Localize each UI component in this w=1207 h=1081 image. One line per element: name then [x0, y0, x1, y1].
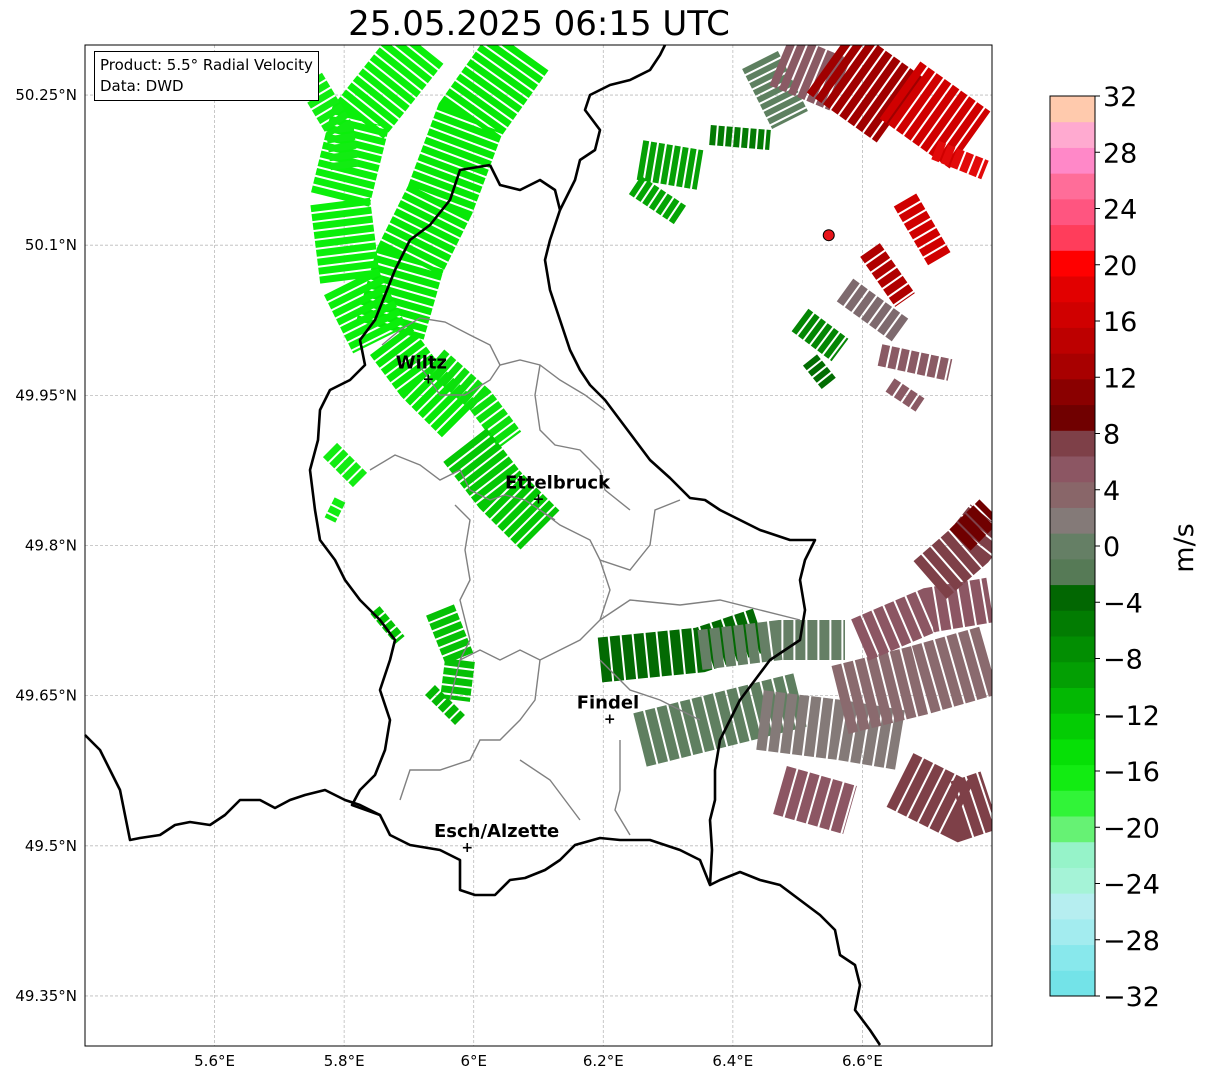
city-marker: +: [422, 371, 434, 387]
y-tick-label: 50.1°N: [25, 236, 77, 254]
data-source-line: Data: DWD: [100, 77, 184, 95]
x-tick-label: 6.2°E: [583, 1052, 624, 1070]
echo-nw-band: [297, 45, 560, 725]
city-ettelbruck: +Ettelbruck: [505, 472, 611, 507]
x-tick-label: 6°E: [460, 1052, 487, 1070]
y-tick-label: 49.8°N: [25, 537, 77, 555]
axis-labels: 5.6°E 5.8°E 6°E 6.2°E 6.4°E 6.6°E 50.25°N 50.1°…: [15, 86, 883, 1070]
map-title: 25.05.2025 06:15 UTC: [348, 4, 730, 44]
x-tick-label: 5.6°E: [194, 1052, 235, 1070]
x-tick-label: 5.8°E: [324, 1052, 365, 1070]
x-tick-label: 6.6°E: [842, 1052, 883, 1070]
product-line: Product: 5.5° Radial Velocity: [100, 56, 313, 74]
y-tick-label: 49.5°N: [25, 837, 77, 855]
city-label: Wiltz: [396, 352, 447, 373]
city-esch-alzette: +Esch/Alzette: [434, 821, 559, 856]
city-findel: +Findel: [577, 693, 640, 728]
y-tick-label: 49.65°N: [15, 687, 77, 705]
country-boundaries: [84, 44, 882, 1046]
echo-se-sector: [597, 499, 992, 843]
cities-layer: +Wiltz+Ettelbruck+Findel+Esch/Alzette: [396, 352, 640, 855]
city-label: Esch/Alzette: [434, 821, 559, 842]
city-wiltz: +Wiltz: [396, 352, 447, 387]
city-label: Ettelbruck: [505, 472, 611, 493]
y-tick-label: 49.95°N: [15, 386, 77, 404]
y-tick-label: 49.35°N: [15, 987, 77, 1005]
product-info-box: Product: 5.5° Radial Velocity Data: DWD: [94, 51, 319, 101]
city-label: Findel: [577, 693, 640, 714]
y-tick-label: 50.25°N: [15, 86, 77, 104]
radar-echoes: [297, 45, 992, 843]
plot-frame: [84, 44, 993, 1047]
canton-boundaries: [369, 317, 801, 836]
radar-site-marker: [822, 229, 835, 242]
x-tick-label: 6.4°E: [712, 1052, 753, 1070]
echo-ne-green: [628, 51, 849, 391]
city-marker: +: [604, 712, 616, 728]
echo-ne-red: [769, 45, 991, 412]
gridlines: [85, 45, 992, 1046]
city-marker: +: [533, 491, 545, 507]
city-marker: +: [461, 840, 473, 856]
